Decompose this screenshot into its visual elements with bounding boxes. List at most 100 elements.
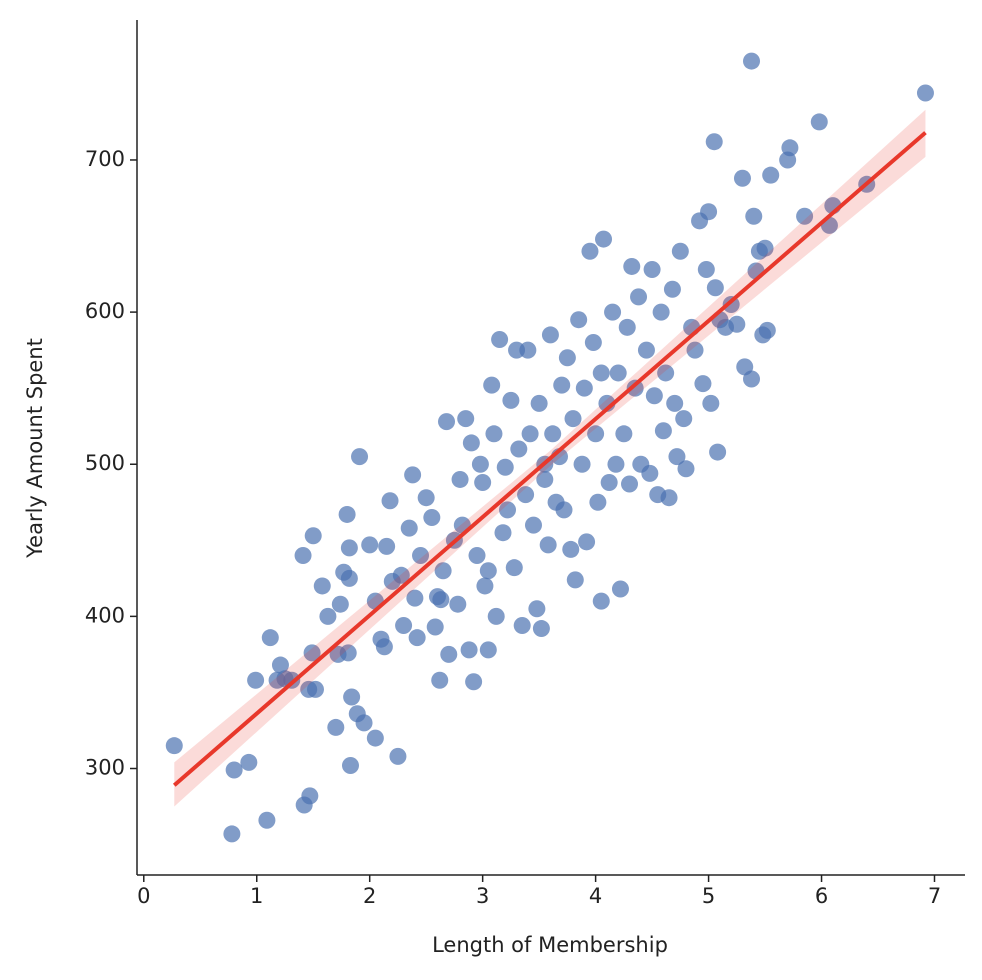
data-point <box>355 714 373 732</box>
data-point <box>553 376 571 394</box>
data-point <box>460 641 478 659</box>
data-point <box>600 473 618 491</box>
data-point <box>609 364 627 382</box>
data-point <box>758 321 776 339</box>
data-point <box>499 501 517 519</box>
data-point <box>479 641 497 659</box>
data-point <box>536 470 554 488</box>
data-point <box>677 460 695 478</box>
x-tick-label: 3 <box>476 884 489 908</box>
data-point <box>728 315 746 333</box>
data-point <box>247 671 265 689</box>
x-tick-label: 4 <box>589 884 602 908</box>
data-point <box>555 501 573 519</box>
data-point <box>570 311 588 329</box>
data-point <box>666 394 684 412</box>
data-point <box>327 718 345 736</box>
y-tick-label: 700 <box>85 147 125 171</box>
data-point <box>389 747 407 765</box>
data-point <box>722 295 740 313</box>
data-point <box>313 577 331 595</box>
data-point <box>618 318 636 336</box>
data-point <box>412 547 430 565</box>
data-point <box>339 644 357 662</box>
data-point <box>513 616 531 634</box>
data-point <box>304 527 322 545</box>
data-point <box>566 571 584 589</box>
data-point <box>796 207 814 225</box>
data-point <box>271 656 289 674</box>
data-point <box>621 475 639 493</box>
data-point <box>261 629 279 647</box>
data-point <box>641 464 659 482</box>
data-point <box>702 394 720 412</box>
data-point <box>700 203 718 221</box>
data-point <box>404 466 422 484</box>
data-point <box>645 387 663 405</box>
data-point <box>496 458 514 476</box>
data-point <box>589 493 607 511</box>
data-point <box>426 618 444 636</box>
data-point <box>657 364 675 382</box>
data-point <box>743 52 761 70</box>
data-point <box>432 591 450 609</box>
data-point <box>697 261 715 279</box>
data-point <box>343 688 361 706</box>
data-point <box>686 341 704 359</box>
data-point <box>781 139 799 157</box>
data-point <box>578 533 596 551</box>
data-point <box>519 341 537 359</box>
x-tick-label: 5 <box>702 884 715 908</box>
data-point <box>491 330 509 348</box>
data-point <box>623 257 641 275</box>
data-point <box>709 443 727 461</box>
data-point <box>378 537 396 555</box>
data-point <box>733 169 751 187</box>
data-point <box>440 645 458 663</box>
data-point <box>240 753 258 771</box>
data-point <box>592 592 610 610</box>
data-point <box>756 239 774 257</box>
data-point <box>524 516 542 534</box>
data-point <box>521 425 539 443</box>
data-point <box>361 536 379 554</box>
data-point <box>694 375 712 393</box>
data-point <box>615 425 633 443</box>
y-tick-label: 500 <box>85 451 125 475</box>
data-point <box>381 492 399 510</box>
y-axis-label: Yearly Amount Spent <box>23 338 47 559</box>
data-point <box>408 629 426 647</box>
data-point <box>592 364 610 382</box>
data-point <box>494 524 512 542</box>
x-tick-label: 1 <box>250 884 263 908</box>
x-tick-label: 6 <box>815 884 828 908</box>
data-point <box>438 413 456 431</box>
data-point <box>451 470 469 488</box>
data-point <box>300 680 318 698</box>
x-tick-label: 0 <box>137 884 150 908</box>
data-point <box>532 620 550 638</box>
data-point <box>810 113 828 131</box>
x-tick-label: 7 <box>928 884 941 908</box>
data-point <box>510 440 528 458</box>
y-tick-label: 300 <box>85 756 125 780</box>
data-point <box>392 566 410 584</box>
data-point <box>745 207 763 225</box>
data-point <box>366 729 384 747</box>
data-point <box>340 539 358 557</box>
data-point <box>675 410 693 428</box>
data-point <box>165 737 183 755</box>
data-point <box>351 448 369 466</box>
data-point <box>528 600 546 618</box>
data-point <box>762 166 780 184</box>
data-point <box>671 242 689 260</box>
data-point <box>485 425 503 443</box>
data-point <box>558 349 576 367</box>
data-point <box>517 486 535 504</box>
data-point <box>294 547 312 565</box>
data-point <box>395 616 413 634</box>
data-point <box>539 536 557 554</box>
data-point <box>660 489 678 507</box>
data-point <box>668 448 686 466</box>
